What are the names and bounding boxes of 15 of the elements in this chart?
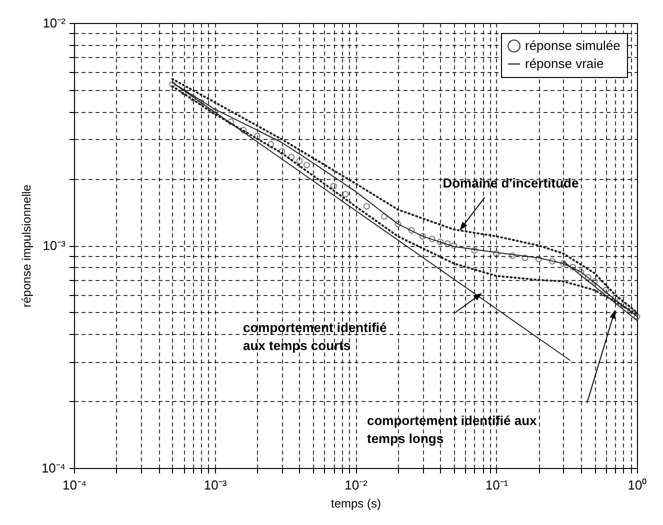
x-tick-label: 10⁻⁴ [62,478,87,492]
annotation: comportement identifié aux temps longs [367,413,538,446]
x-tick-label: 10⁰ [628,478,648,492]
x-tick-label: 10⁻³ [204,478,228,492]
legend-label: réponse vraie [525,56,604,71]
y-tick-label: 10⁻⁴ [41,460,66,476]
legend-label: réponse simulée [525,38,620,53]
x-tick-label: 10⁻¹ [485,478,509,492]
y-tick-label: 10⁻² [42,16,66,30]
annotation: comportement identifié aux temps courts [243,320,387,353]
x-axis-title: temps (s) [330,496,382,510]
y-axis-title: réponse impulsionnelle [19,184,34,308]
y-tick-label: 10⁻³ [42,238,66,253]
annotation: Domaine d'incertitude [442,175,579,190]
x-tick-label: 10⁻² [344,478,368,492]
